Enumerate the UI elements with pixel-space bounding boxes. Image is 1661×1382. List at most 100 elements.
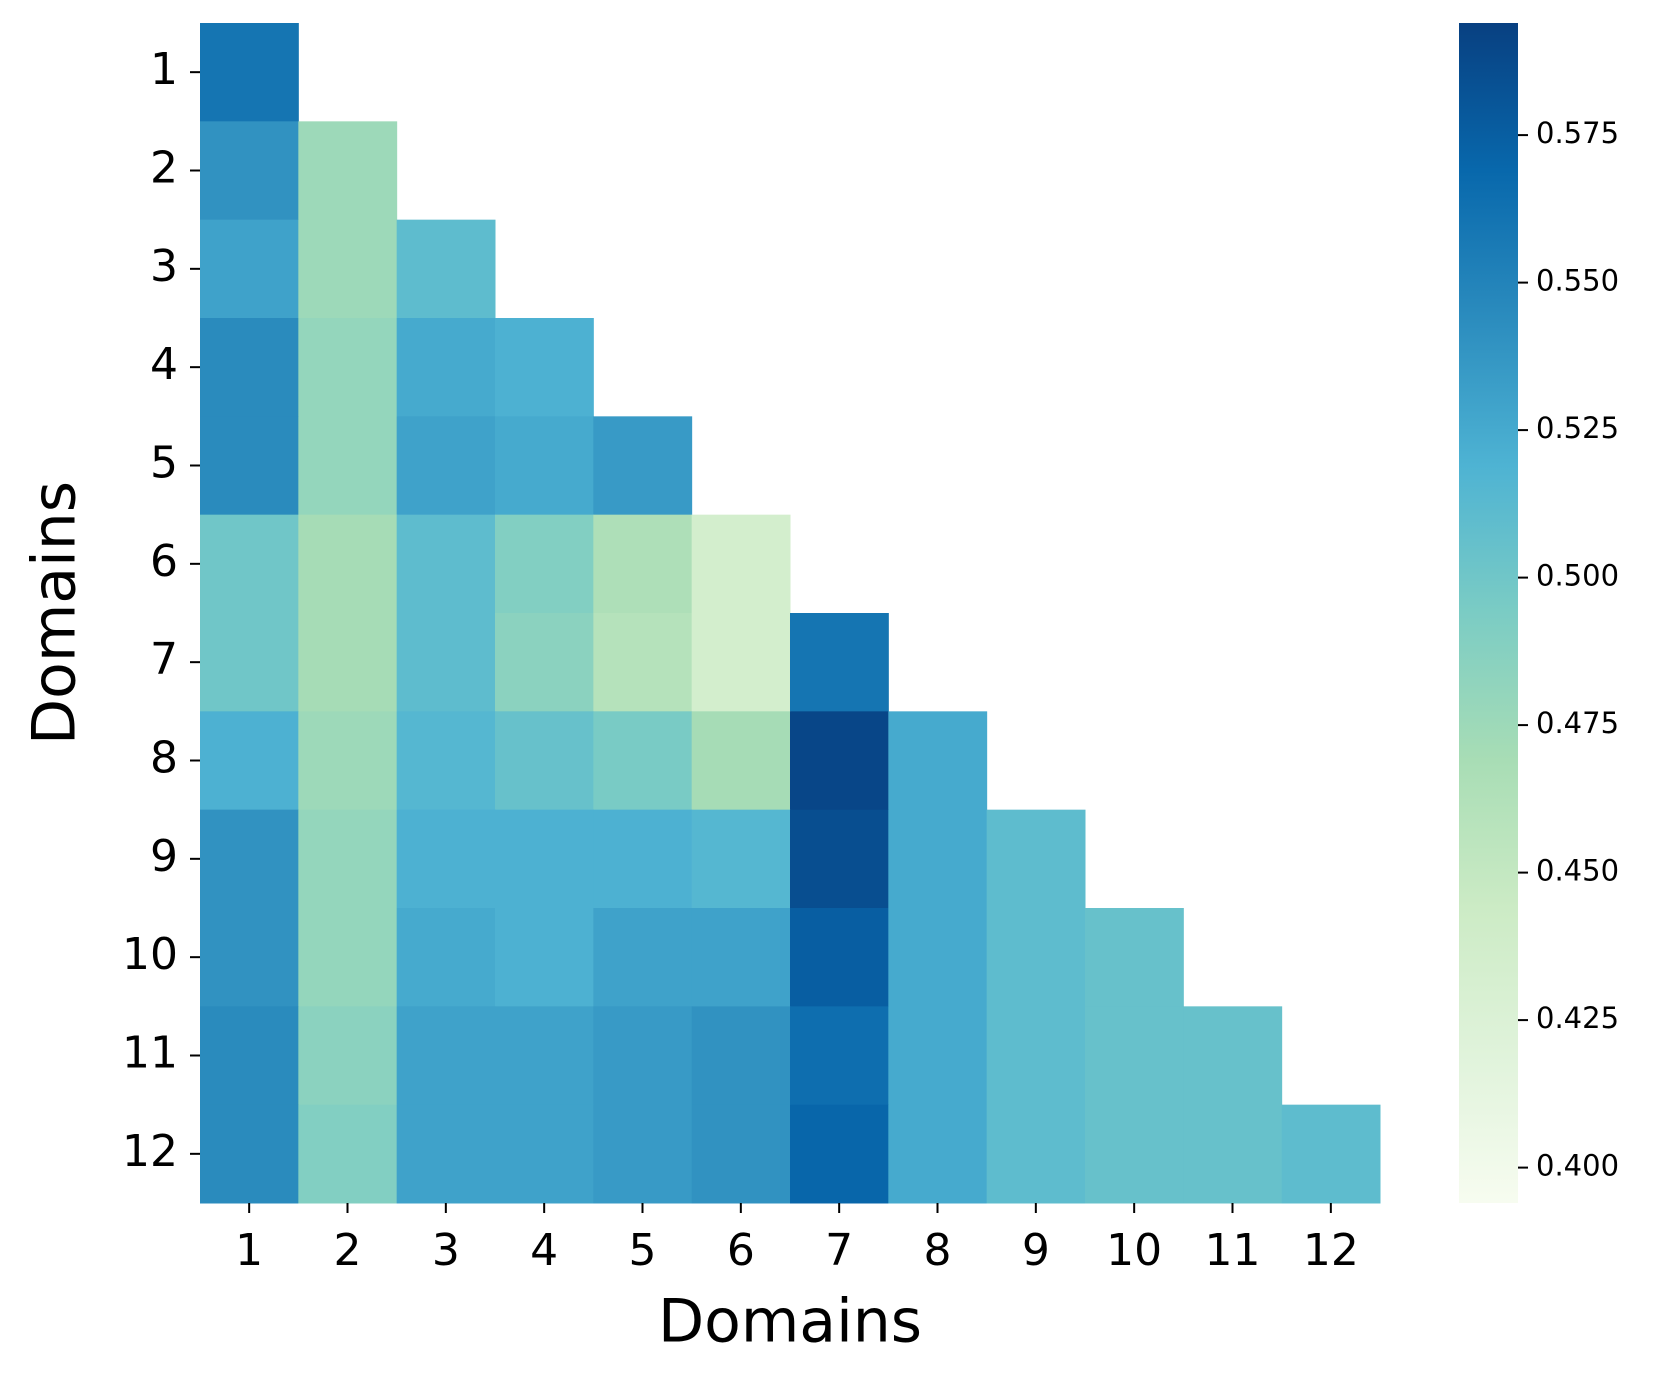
heat-cell	[495, 711, 594, 811]
colorbar-tick-label: 0.425	[1536, 1001, 1619, 1035]
heat-cell	[790, 809, 889, 909]
heat-cell	[790, 711, 889, 811]
heat-cell	[396, 318, 496, 417]
heat-cell	[396, 1104, 496, 1204]
y-tick-label: 4	[150, 339, 178, 390]
y-tick-label: 9	[150, 831, 178, 882]
heat-cell	[200, 711, 299, 811]
heat-cell	[200, 1104, 299, 1204]
x-tick-label: 3	[432, 1225, 460, 1276]
heat-cell	[593, 908, 693, 1007]
heat-cell	[298, 1104, 398, 1204]
y-tick-label: 6	[150, 536, 178, 587]
heat-cell	[200, 613, 299, 712]
heat-cell	[593, 1006, 693, 1106]
heat-cell	[986, 908, 1086, 1007]
heat-cell	[200, 318, 299, 417]
colorbar-tick-label: 0.400	[1536, 1149, 1619, 1183]
heat-cell	[298, 219, 398, 319]
heat-cell	[298, 121, 398, 221]
colorbar-tick-label: 0.475	[1536, 706, 1619, 740]
heat-cell	[1085, 908, 1184, 1007]
y-tick-label: 3	[150, 241, 178, 292]
heat-cell	[593, 416, 693, 516]
heat-cell	[593, 711, 693, 811]
heat-cell	[200, 1006, 299, 1106]
heat-cell	[200, 809, 299, 909]
heat-cell	[298, 908, 398, 1007]
heat-cell	[1183, 1006, 1283, 1106]
heat-cell	[200, 908, 299, 1007]
heat-cell	[396, 711, 496, 811]
colorbar-tick-label: 0.500	[1536, 559, 1619, 593]
x-tick-label: 6	[727, 1225, 755, 1276]
y-tick-label: 12	[122, 1126, 178, 1177]
heat-cell	[888, 908, 988, 1007]
y-tick-label: 2	[150, 143, 178, 194]
y-axis-label: Domains	[20, 481, 90, 745]
heat-cell	[396, 219, 496, 319]
heat-cell	[298, 514, 398, 614]
heat-cell	[200, 219, 299, 319]
colorbar-tick-label: 0.550	[1536, 264, 1619, 298]
heat-cell	[888, 1006, 988, 1106]
heat-cell	[888, 1104, 988, 1204]
x-axis-label: Domains	[658, 1287, 922, 1357]
heat-cell	[495, 908, 594, 1007]
x-tick-label: 12	[1303, 1225, 1359, 1276]
y-tick-label: 7	[150, 634, 178, 685]
heat-cell	[790, 613, 889, 712]
heat-cell	[986, 1006, 1086, 1106]
heat-cell	[1085, 1006, 1184, 1106]
heat-cell	[888, 711, 988, 811]
x-tick-label: 4	[530, 1225, 558, 1276]
heat-cell	[691, 908, 791, 1007]
x-tick-label: 11	[1205, 1225, 1261, 1276]
heat-cell	[1281, 1104, 1381, 1204]
heat-cell	[986, 1104, 1086, 1204]
heat-cell	[790, 908, 889, 1007]
heat-cell	[691, 1104, 791, 1204]
heat-cell	[790, 1104, 889, 1204]
x-tick-label: 5	[629, 1225, 657, 1276]
heat-cell	[888, 809, 988, 909]
heat-cell	[495, 1104, 594, 1204]
heat-cell	[298, 809, 398, 909]
x-tick-label: 1	[235, 1225, 263, 1276]
y-tick-label: 10	[122, 929, 178, 980]
heat-cell	[200, 121, 299, 221]
heat-cell	[298, 613, 398, 712]
heat-cell	[396, 613, 496, 712]
heat-cell	[396, 908, 496, 1007]
heat-cell	[691, 809, 791, 909]
heat-cell	[396, 514, 496, 614]
heat-cell	[495, 809, 594, 909]
heat-cell	[691, 1006, 791, 1106]
heat-cell	[790, 1006, 889, 1106]
heat-cell	[298, 711, 398, 811]
heat-cell	[593, 514, 693, 614]
heat-cell	[298, 1006, 398, 1106]
heat-cell	[593, 613, 693, 712]
heat-cell	[495, 613, 594, 712]
heat-cell	[495, 416, 594, 516]
heat-cell	[593, 1104, 693, 1204]
heat-cell	[691, 613, 791, 712]
heat-cell	[691, 514, 791, 614]
x-tick-label: 7	[825, 1225, 853, 1276]
colorbar-tick-label: 0.450	[1536, 854, 1619, 888]
colorbar-tick-label: 0.525	[1536, 411, 1619, 445]
heat-cell	[396, 416, 496, 516]
heat-cell	[298, 318, 398, 417]
y-tick-label: 8	[150, 733, 178, 784]
heat-cell	[1183, 1104, 1283, 1204]
heat-cell	[1085, 1104, 1184, 1204]
x-tick-label: 9	[1022, 1225, 1050, 1276]
y-tick-label: 11	[122, 1028, 178, 1079]
heat-cell	[396, 809, 496, 909]
heat-cell	[200, 416, 299, 516]
heat-cell	[691, 711, 791, 811]
heat-cell	[200, 514, 299, 614]
colorbar-tick-label: 0.575	[1536, 116, 1619, 150]
